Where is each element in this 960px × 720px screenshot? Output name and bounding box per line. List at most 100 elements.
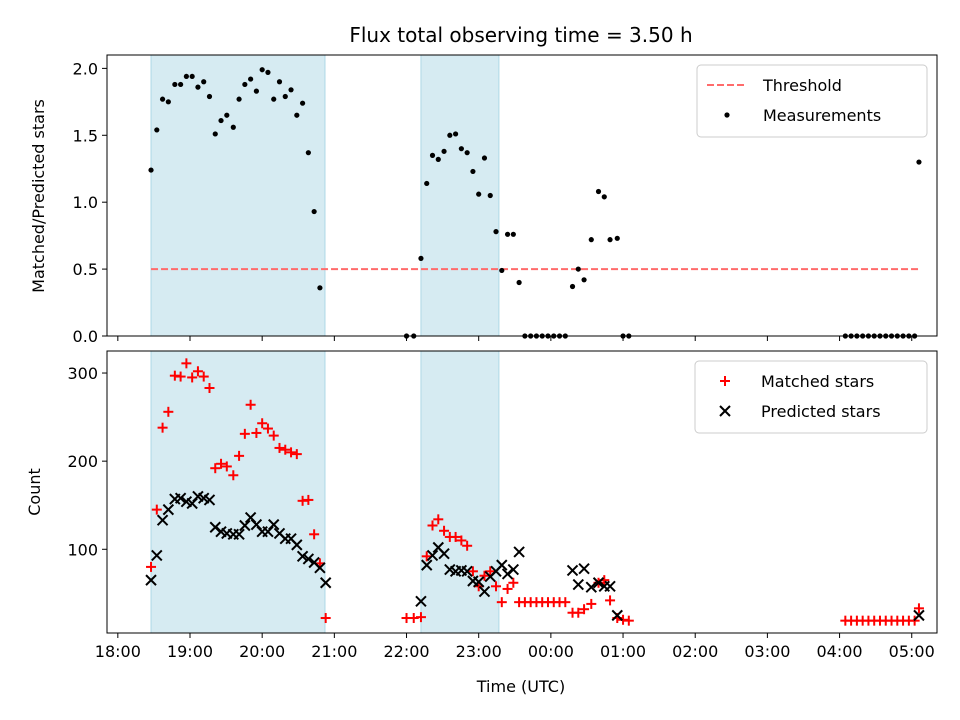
data-point	[151, 504, 162, 515]
legend: Matched stars Predicted stars	[694, 360, 928, 434]
data-point	[516, 279, 522, 286]
y-tick-label: 2.0	[73, 59, 98, 78]
legend-box	[696, 64, 928, 138]
legend-swatch	[724, 112, 730, 118]
data-point	[268, 518, 280, 531]
y-axis-label-ratio: Matched/Predicted stars	[29, 99, 48, 293]
data-point	[513, 546, 525, 558]
data-point	[201, 79, 207, 85]
data-point	[253, 88, 259, 94]
data-point	[274, 442, 285, 453]
shaded-interval	[150, 350, 326, 634]
data-point	[320, 613, 331, 624]
shaded-interval	[150, 54, 326, 337]
y-tick-label: 0.0	[73, 327, 98, 346]
x-tick-label: 21:00	[311, 642, 357, 661]
data-point	[183, 73, 189, 80]
data-point	[916, 159, 922, 165]
data-point	[510, 231, 516, 237]
data-point	[566, 564, 579, 577]
data-point	[210, 463, 221, 474]
data-point	[479, 570, 490, 581]
data-point	[181, 358, 192, 369]
data-point	[221, 461, 232, 472]
data-point	[588, 237, 594, 243]
data-point	[198, 371, 209, 382]
data-point	[268, 430, 279, 441]
data-point	[206, 93, 213, 100]
data-point	[234, 450, 245, 461]
y-axis-label-count: Count	[25, 468, 44, 516]
data-point	[453, 131, 459, 137]
series-predicted-stars	[145, 490, 925, 622]
x-tick-label: 04:00	[817, 642, 863, 661]
legend-label: Matched stars	[761, 372, 874, 391]
data-point	[239, 519, 251, 532]
data-point	[560, 597, 571, 608]
data-point	[282, 93, 288, 100]
y-tick-label: 300	[67, 364, 98, 383]
data-point	[461, 565, 473, 578]
data-point	[487, 192, 493, 199]
data-point	[426, 549, 439, 562]
data-point	[203, 494, 216, 506]
data-point	[291, 539, 303, 551]
data-point	[314, 562, 326, 574]
series-measurements	[148, 67, 922, 339]
data-point	[611, 609, 623, 622]
legend-swatch	[720, 376, 730, 386]
data-point	[592, 577, 605, 589]
data-point	[478, 585, 491, 598]
data-point	[157, 422, 168, 433]
data-point	[429, 152, 436, 158]
data-point	[251, 427, 262, 438]
data-point	[614, 235, 620, 241]
data-point	[595, 188, 602, 195]
data-point	[228, 470, 239, 481]
chart-title: Flux total observing time = 3.50 h	[349, 23, 692, 47]
data-point	[151, 549, 163, 562]
data-point	[496, 559, 508, 571]
x-tick-label: 03:00	[744, 642, 790, 661]
data-point	[148, 167, 154, 173]
data-point	[288, 87, 294, 93]
data-point	[302, 553, 315, 565]
data-point	[259, 67, 265, 73]
data-point	[485, 566, 496, 577]
y-tick-label: 200	[67, 452, 98, 471]
legend: Threshold Measurements	[696, 64, 928, 138]
x-tick-label: 19:00	[167, 642, 213, 661]
data-point	[204, 383, 215, 394]
data-point	[294, 112, 300, 118]
data-point	[248, 76, 254, 82]
legend-label: Threshold	[762, 76, 842, 95]
data-point	[291, 449, 302, 460]
data-point	[427, 520, 438, 531]
data-point	[604, 580, 616, 593]
data-point	[913, 603, 924, 614]
data-point	[195, 84, 201, 90]
y-tick-label: 1.0	[73, 193, 98, 212]
x-tick-label: 05:00	[889, 642, 935, 661]
data-point	[242, 81, 248, 88]
data-point	[257, 418, 268, 429]
data-point	[585, 581, 597, 593]
data-point	[262, 423, 273, 434]
data-point	[462, 540, 473, 551]
y-tick-label: 1.5	[73, 126, 98, 145]
data-point	[439, 525, 450, 536]
axes-frame	[106, 54, 938, 337]
data-point	[605, 595, 616, 606]
data-point	[271, 96, 277, 102]
data-point	[265, 69, 271, 75]
data-point	[309, 529, 320, 540]
data-point	[162, 503, 175, 516]
x-tick-label: 00:00	[528, 642, 574, 661]
legend-label: Predicted stars	[761, 402, 881, 421]
data-point	[421, 559, 433, 571]
data-point	[299, 100, 306, 106]
data-point	[303, 494, 314, 505]
data-point	[572, 578, 585, 591]
data-point	[433, 514, 444, 525]
